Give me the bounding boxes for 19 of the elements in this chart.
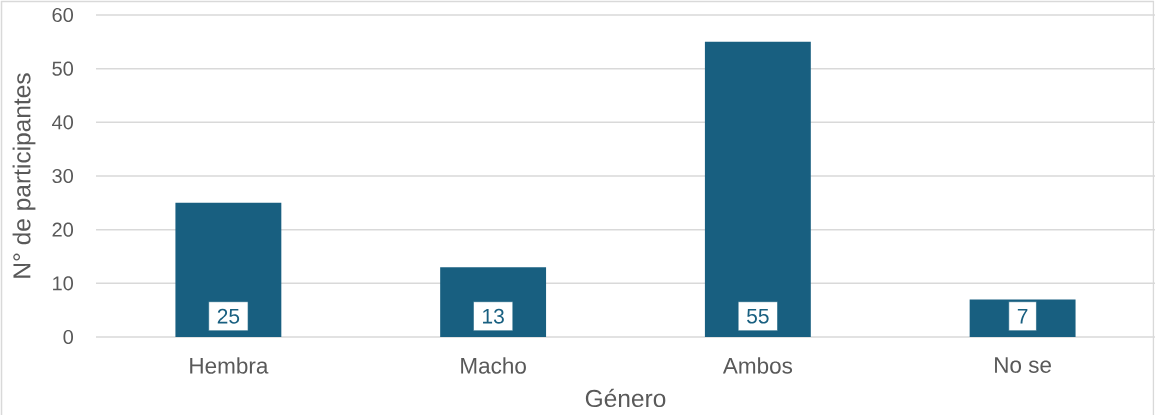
y-tick-label: 60 xyxy=(52,7,74,23)
y-tick-label: 20 xyxy=(52,222,74,237)
data-label: 25 xyxy=(217,308,240,324)
bar xyxy=(704,41,811,337)
y-tick-label: 40 xyxy=(52,115,74,130)
y-tick-label: 50 xyxy=(52,61,74,76)
data-label: 7 xyxy=(1017,308,1028,324)
data-label: 13 xyxy=(483,308,504,324)
x-tick-label: Macho xyxy=(461,357,526,374)
y-tick-label: 0 xyxy=(63,329,74,345)
x-tick-label: Ambos xyxy=(722,357,793,374)
x-tick-label: No se xyxy=(995,357,1051,373)
x-tick-label: Hembra xyxy=(190,357,269,374)
y-tick-label: 10 xyxy=(53,276,74,291)
data-label: 55 xyxy=(747,308,769,324)
bar xyxy=(175,202,282,337)
y-axis-title: N° de participantes xyxy=(12,73,36,278)
x-axis-title: Género xyxy=(585,388,666,408)
y-tick-label: 30 xyxy=(52,168,74,184)
